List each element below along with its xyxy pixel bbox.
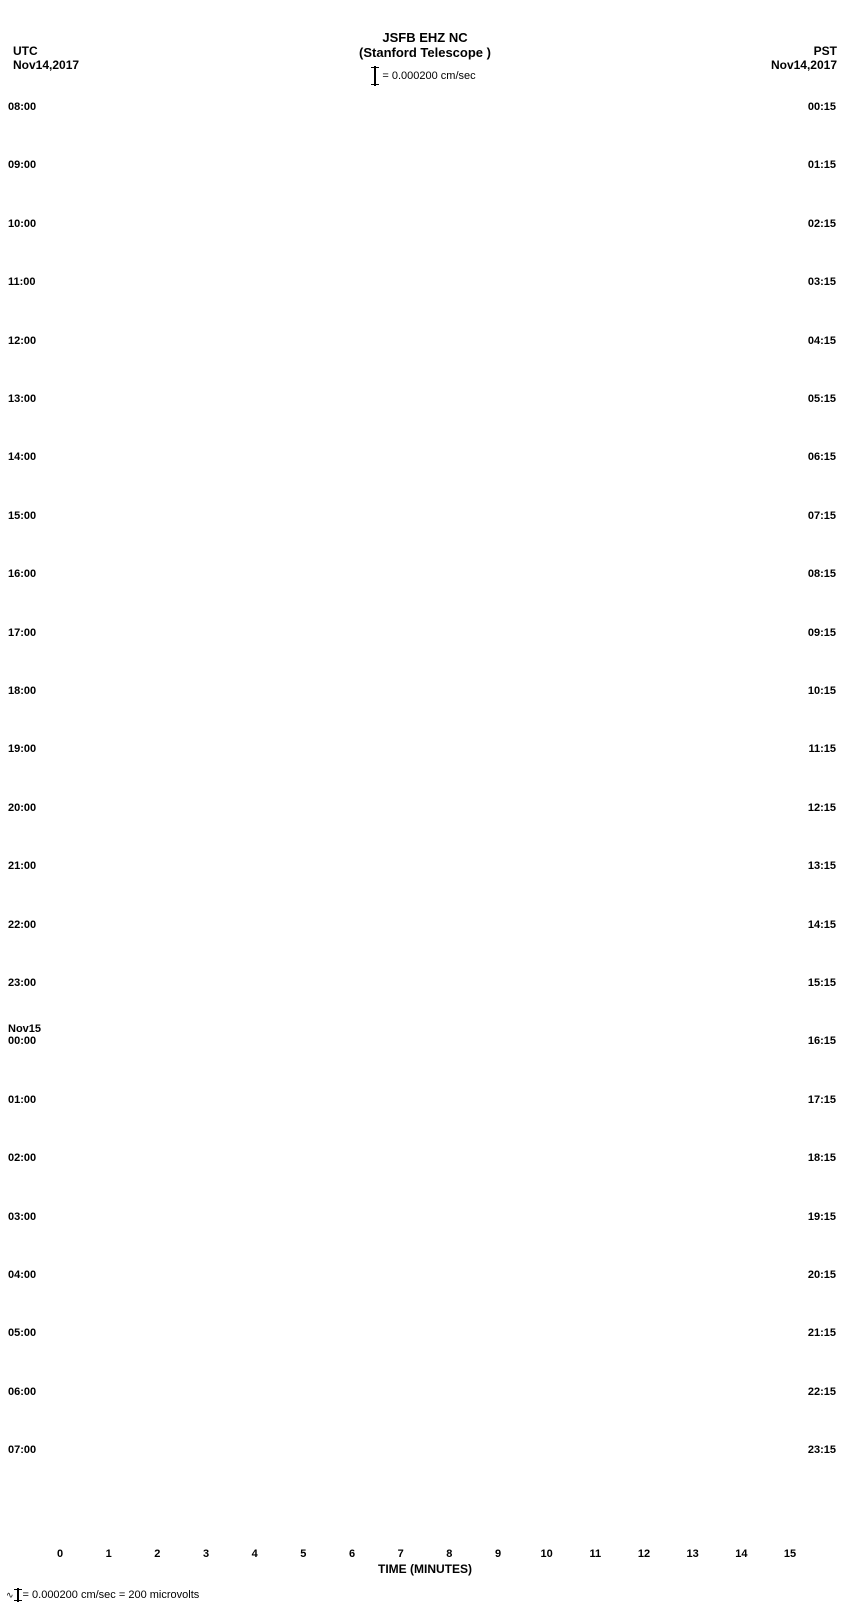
scale-legend: = 0.000200 cm/sec bbox=[374, 66, 475, 86]
footer-scale: ∿ = 0.000200 cm/sec = 200 microvolts bbox=[0, 1574, 850, 1610]
date-change-label: Nov15 bbox=[8, 1023, 41, 1035]
pst-time-label: 06:15 bbox=[808, 451, 836, 463]
pst-time-label: 22:15 bbox=[808, 1386, 836, 1398]
x-tick-label: 7 bbox=[398, 1548, 404, 1560]
utc-time-label: 14:00 bbox=[8, 451, 36, 463]
pst-time-label: 00:15 bbox=[808, 101, 836, 113]
scale-bar-icon bbox=[374, 66, 376, 86]
pst-time-label: 13:15 bbox=[808, 860, 836, 872]
x-tick-label: 15 bbox=[784, 1548, 796, 1560]
pst-time-label: 21:15 bbox=[808, 1327, 836, 1339]
header-left: UTC Nov14,2017 bbox=[13, 44, 79, 72]
utc-time-label: 00:00 bbox=[8, 1035, 36, 1047]
pst-time-label: 14:15 bbox=[808, 919, 836, 931]
utc-time-label: 10:00 bbox=[8, 218, 36, 230]
pst-time-label: 19:15 bbox=[808, 1211, 836, 1223]
pst-time-label: 23:15 bbox=[808, 1444, 836, 1456]
pst-time-label: 05:15 bbox=[808, 393, 836, 405]
x-tick-label: 10 bbox=[541, 1548, 553, 1560]
pst-time-label: 07:15 bbox=[808, 510, 836, 522]
pst-time-label: 04:15 bbox=[808, 335, 836, 347]
pst-time-label: 08:15 bbox=[808, 568, 836, 580]
x-tick-label: 3 bbox=[203, 1548, 209, 1560]
pst-time-label: 12:15 bbox=[808, 802, 836, 814]
pst-time-label: 11:15 bbox=[808, 743, 836, 755]
utc-time-label: 15:00 bbox=[8, 510, 36, 522]
utc-time-label: 08:00 bbox=[8, 101, 36, 113]
utc-time-label: 12:00 bbox=[8, 335, 36, 347]
pst-time-label: 15:15 bbox=[808, 977, 836, 989]
left-timezone: UTC bbox=[13, 44, 79, 58]
utc-time-label: 21:00 bbox=[8, 860, 36, 872]
utc-time-label: 13:00 bbox=[8, 393, 36, 405]
pst-time-label: 20:15 bbox=[808, 1269, 836, 1281]
x-axis-title: TIME (MINUTES) bbox=[378, 1562, 472, 1576]
utc-time-label: 01:00 bbox=[8, 1094, 36, 1106]
footer-scale-bar-icon bbox=[17, 1588, 19, 1602]
utc-time-label: 23:00 bbox=[8, 977, 36, 989]
x-tick-label: 4 bbox=[252, 1548, 258, 1560]
pst-time-label: 10:15 bbox=[808, 685, 836, 697]
utc-time-label: 04:00 bbox=[8, 1269, 36, 1281]
pst-time-label: 17:15 bbox=[808, 1094, 836, 1106]
utc-time-label: 06:00 bbox=[8, 1386, 36, 1398]
x-tick-label: 1 bbox=[106, 1548, 112, 1560]
utc-time-label: 19:00 bbox=[8, 743, 36, 755]
utc-time-label: 20:00 bbox=[8, 802, 36, 814]
left-date: Nov14,2017 bbox=[13, 58, 79, 72]
station-code: JSFB EHZ NC bbox=[0, 30, 850, 45]
x-tick-label: 13 bbox=[687, 1548, 699, 1560]
x-tick-label: 9 bbox=[495, 1548, 501, 1560]
pst-time-label: 09:15 bbox=[808, 627, 836, 639]
x-tick-label: 11 bbox=[590, 1548, 602, 1560]
right-date: Nov14,2017 bbox=[771, 58, 837, 72]
x-tick-label: 14 bbox=[735, 1548, 747, 1560]
chart-header: UTC Nov14,2017 PST Nov14,2017 JSFB EHZ N… bbox=[0, 0, 850, 91]
utc-time-label: 16:00 bbox=[8, 568, 36, 580]
pst-time-label: 03:15 bbox=[808, 276, 836, 288]
seismogram-canvas bbox=[60, 99, 790, 1534]
pst-time-label: 02:15 bbox=[808, 218, 836, 230]
utc-time-label: 02:00 bbox=[8, 1152, 36, 1164]
x-tick-label: 2 bbox=[154, 1548, 160, 1560]
seismogram-plot: 08:0009:0010:0011:0012:0013:0014:0015:00… bbox=[60, 99, 790, 1534]
x-axis: TIME (MINUTES) 0123456789101112131415 bbox=[60, 1534, 790, 1574]
footer-wave-icon: ∿ bbox=[6, 1590, 13, 1601]
scale-legend-text: = 0.000200 cm/sec bbox=[382, 70, 475, 82]
x-tick-label: 8 bbox=[446, 1548, 452, 1560]
utc-time-label: 05:00 bbox=[8, 1327, 36, 1339]
x-tick-label: 0 bbox=[57, 1548, 63, 1560]
x-tick-label: 5 bbox=[300, 1548, 306, 1560]
right-timezone: PST bbox=[771, 44, 837, 58]
footer-scale-text: = 0.000200 cm/sec = 200 microvolts bbox=[23, 1589, 200, 1601]
station-location: (Stanford Telescope ) bbox=[0, 45, 850, 60]
utc-time-label: 07:00 bbox=[8, 1444, 36, 1456]
utc-time-label: 03:00 bbox=[8, 1211, 36, 1223]
pst-time-label: 16:15 bbox=[808, 1035, 836, 1047]
utc-time-label: 22:00 bbox=[8, 919, 36, 931]
utc-time-label: 09:00 bbox=[8, 159, 36, 171]
utc-time-label: 18:00 bbox=[8, 685, 36, 697]
x-tick-label: 6 bbox=[349, 1548, 355, 1560]
utc-time-label: 17:00 bbox=[8, 627, 36, 639]
header-right: PST Nov14,2017 bbox=[771, 44, 837, 72]
x-tick-label: 12 bbox=[638, 1548, 650, 1560]
utc-time-label: 11:00 bbox=[8, 276, 36, 288]
pst-time-label: 18:15 bbox=[808, 1152, 836, 1164]
pst-time-label: 01:15 bbox=[808, 159, 836, 171]
